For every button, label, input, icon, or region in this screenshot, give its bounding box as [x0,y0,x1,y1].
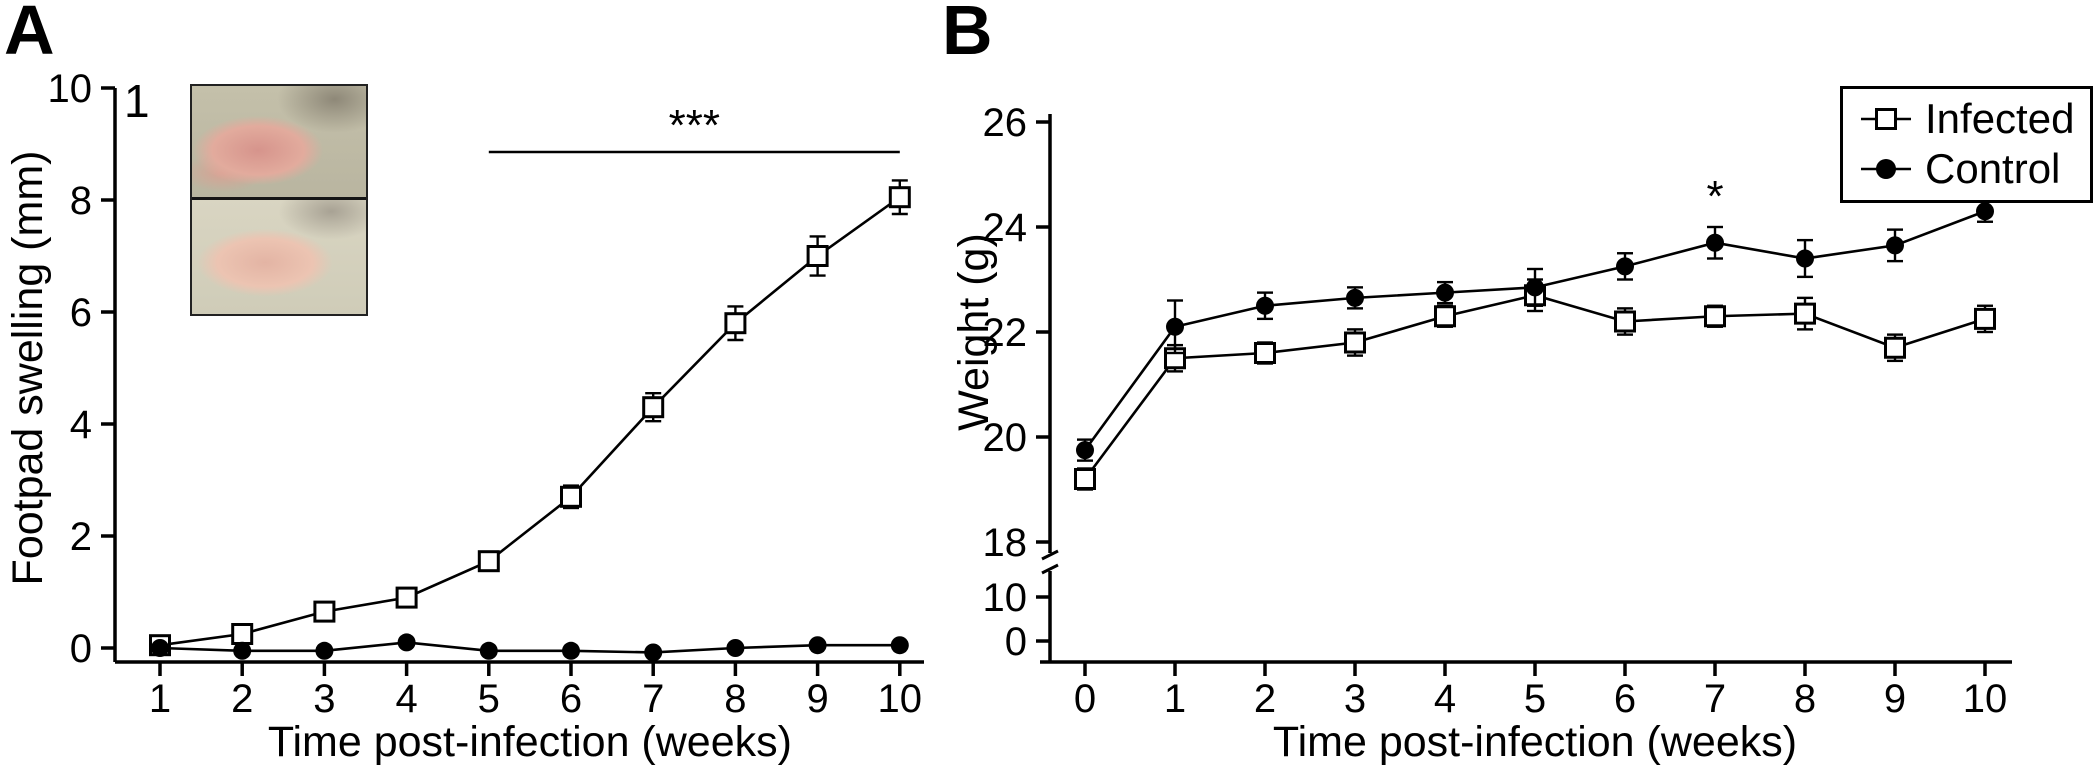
legend-label-control: Control [1925,145,2061,193]
svg-text:2: 2 [1254,677,1276,721]
svg-text:2: 2 [70,515,92,559]
svg-text:4: 4 [1434,677,1456,721]
legend-item-control: Control [1859,145,2074,193]
svg-text:18: 18 [983,521,1028,565]
legend-item-infected: Infected [1859,95,2074,143]
svg-text:5: 5 [478,677,500,721]
control-marker-icon [1861,159,1911,180]
svg-text:24: 24 [983,206,1028,250]
panel-a: A 0 2 4 6 8 10 1 2 3 4 5 6 7 8 9 10 Footpad swelling (mm… [0,0,940,783]
svg-text:3: 3 [1344,677,1366,721]
svg-text:26: 26 [983,101,1028,145]
svg-text:7: 7 [1704,677,1726,721]
footpad-photo-infected [192,86,366,200]
footpad-photo-inset [190,84,368,316]
svg-text:***: *** [669,101,720,150]
svg-text:2: 2 [231,677,253,721]
svg-text:8: 8 [1794,677,1816,721]
legend-label-infected: Infected [1925,95,2075,142]
svg-text:Weight (g): Weight (g) [950,233,998,431]
legend: Infected Control [1840,86,2094,203]
svg-text:10: 10 [983,576,1028,620]
svg-text:1: 1 [149,677,171,721]
svg-text:10: 10 [1963,677,2008,721]
footpad-photo-control [192,200,366,314]
svg-text:10: 10 [48,67,93,111]
svg-text:20: 20 [983,416,1028,460]
svg-text:22: 22 [983,311,1028,355]
svg-text:*: * [1706,172,1723,221]
svg-text:0: 0 [1005,620,1027,664]
svg-text:6: 6 [70,291,92,335]
panel-b: B 18 20 22 24 26 10 0 0 1 2 3 4 5 6 7 8 9 10 Weight (g) Tim… [940,0,2098,783]
svg-text:Time post-infection (weeks): Time post-infection (weeks) [268,718,792,766]
svg-text:0: 0 [70,627,92,671]
svg-text:1: 1 [1164,677,1186,721]
svg-text:Time post-infection (weeks): Time post-infection (weeks) [1273,718,1797,766]
svg-text:4: 4 [70,403,92,447]
panel-a-label: A [4,0,55,69]
svg-text:8: 8 [724,677,746,721]
svg-text:4: 4 [395,677,417,721]
svg-text:6: 6 [1614,677,1636,721]
inset-label: 1 [124,75,150,127]
panel-b-label: B [942,0,993,69]
svg-text:6: 6 [560,677,582,721]
infected-marker-icon [1861,108,1911,131]
svg-text:7: 7 [642,677,664,721]
svg-text:3: 3 [313,677,335,721]
svg-text:10: 10 [878,677,923,721]
svg-text:5: 5 [1524,677,1546,721]
svg-text:Footpad swelling (mm): Footpad swelling (mm) [4,151,52,586]
svg-text:9: 9 [806,677,828,721]
svg-text:0: 0 [1074,677,1096,721]
svg-text:8: 8 [70,179,92,223]
svg-text:9: 9 [1884,677,1906,721]
